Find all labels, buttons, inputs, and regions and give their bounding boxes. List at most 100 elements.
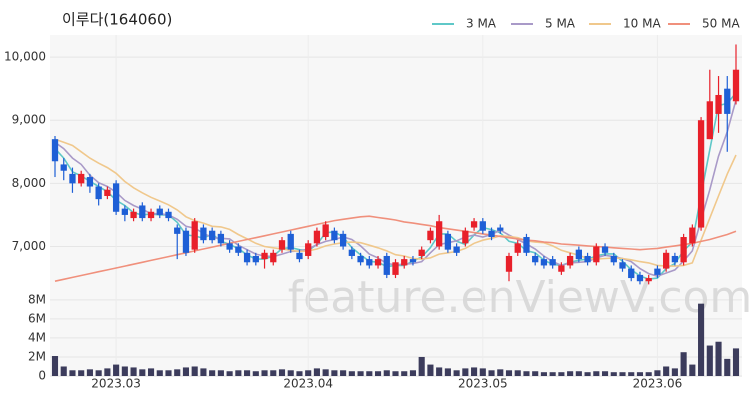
volume-bar bbox=[165, 370, 172, 376]
chart-title: 이루다(164060) bbox=[62, 11, 172, 29]
volume-bar bbox=[78, 370, 85, 376]
volume-bar bbox=[182, 367, 190, 376]
volume-bar bbox=[505, 370, 513, 376]
candle-body bbox=[305, 243, 312, 256]
candle-body bbox=[706, 101, 713, 140]
volume-bar bbox=[628, 372, 635, 376]
candle-body bbox=[654, 268, 661, 275]
candle-body bbox=[331, 230, 338, 241]
volume-tick-label: 0 bbox=[38, 369, 46, 383]
candle-body bbox=[566, 255, 574, 266]
volume-bar bbox=[436, 367, 443, 376]
volume-bar bbox=[619, 372, 626, 376]
candle-body bbox=[680, 237, 687, 263]
volume-bar bbox=[209, 370, 216, 376]
volume-tick-label: 6M bbox=[28, 311, 46, 325]
volume-bar bbox=[636, 372, 644, 376]
volume-bar bbox=[348, 371, 355, 376]
candle-body bbox=[497, 227, 504, 231]
volume-tick-label: 2M bbox=[28, 349, 46, 363]
candle-body bbox=[226, 243, 233, 250]
volume-bar bbox=[374, 371, 382, 376]
volume-bar bbox=[444, 368, 451, 376]
volume-bar bbox=[584, 372, 591, 376]
candle-body bbox=[488, 230, 495, 238]
candle-body bbox=[392, 262, 399, 275]
candle-body bbox=[409, 259, 417, 263]
candle-body bbox=[51, 139, 59, 162]
volume-bar bbox=[113, 364, 120, 376]
legend-label: 3 MA bbox=[466, 17, 497, 31]
candle-body bbox=[139, 205, 146, 219]
candle-body bbox=[436, 221, 443, 247]
candle-body bbox=[418, 249, 425, 256]
candle-body bbox=[383, 255, 390, 275]
candle-body bbox=[243, 252, 251, 263]
candle-body bbox=[78, 173, 85, 184]
volume-bar bbox=[418, 356, 425, 376]
candle-body bbox=[209, 230, 216, 241]
candle-body bbox=[715, 94, 722, 114]
candle-body bbox=[549, 259, 556, 266]
candle-body bbox=[619, 262, 626, 269]
volume-bar bbox=[121, 366, 128, 376]
candle-body bbox=[593, 246, 600, 263]
volume-bar bbox=[287, 370, 294, 376]
volume-bar bbox=[217, 370, 224, 376]
volume-bar bbox=[453, 370, 460, 376]
volume-bar bbox=[427, 364, 434, 376]
volume-bar bbox=[409, 370, 417, 376]
candle-body bbox=[200, 227, 207, 241]
volume-bar bbox=[593, 371, 600, 376]
candle-body bbox=[69, 173, 76, 184]
candle-body bbox=[532, 255, 539, 263]
volume-bar bbox=[261, 370, 268, 376]
candle-body bbox=[628, 268, 635, 279]
candle-body bbox=[479, 221, 486, 231]
candle-body bbox=[610, 255, 617, 263]
volume-bar bbox=[715, 341, 722, 376]
candle-body bbox=[270, 252, 277, 263]
volume-bar bbox=[156, 370, 163, 376]
candle-body bbox=[60, 164, 67, 171]
candle-body bbox=[104, 189, 111, 196]
volume-bar bbox=[471, 367, 478, 376]
volume-bar bbox=[139, 369, 146, 376]
candle-body bbox=[689, 227, 696, 244]
volume-bar bbox=[732, 348, 740, 376]
candle-body bbox=[252, 255, 259, 263]
volume-bar bbox=[479, 368, 486, 376]
candle-body bbox=[540, 259, 548, 266]
volume-bar bbox=[235, 370, 242, 376]
volume-tick-label: 8M bbox=[28, 292, 46, 306]
candle-body bbox=[339, 233, 347, 247]
volume-bar bbox=[558, 372, 565, 376]
volume-bar bbox=[523, 371, 530, 376]
candle-body bbox=[558, 265, 565, 272]
y-tick-label: 8,000 bbox=[12, 176, 46, 190]
volume-bar bbox=[698, 303, 705, 376]
candle-body bbox=[453, 246, 460, 253]
volume-bar bbox=[663, 366, 670, 376]
candle-body bbox=[671, 255, 679, 263]
volume-bar bbox=[60, 366, 67, 376]
candle-body bbox=[322, 224, 329, 238]
volume-bar bbox=[305, 370, 312, 376]
candle-body bbox=[663, 252, 670, 269]
volume-bar bbox=[252, 371, 259, 376]
candle-body bbox=[697, 120, 705, 228]
volume-bar bbox=[724, 358, 731, 376]
volume-bar bbox=[366, 371, 373, 376]
volume-bar bbox=[462, 368, 469, 376]
candle-body bbox=[313, 230, 321, 244]
volume-bar bbox=[340, 370, 347, 376]
x-tick-label: 2023.05 bbox=[458, 377, 508, 391]
candle-body bbox=[470, 221, 478, 228]
volume-bar bbox=[200, 368, 207, 376]
candle-body bbox=[645, 278, 652, 282]
candle-body bbox=[366, 259, 373, 266]
candle-body bbox=[601, 246, 609, 253]
volume-bar bbox=[383, 370, 390, 376]
volume-bar bbox=[601, 371, 609, 376]
candle-body bbox=[505, 255, 513, 272]
